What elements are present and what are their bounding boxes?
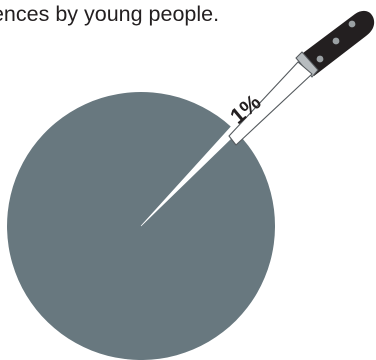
knife-rivet — [348, 20, 356, 28]
knife-rivet — [332, 37, 340, 45]
caption-text: fences by young people. — [0, 2, 220, 26]
knife-blade — [228, 61, 313, 146]
knife-rivet — [316, 55, 324, 63]
knife-icon — [228, 10, 375, 146]
